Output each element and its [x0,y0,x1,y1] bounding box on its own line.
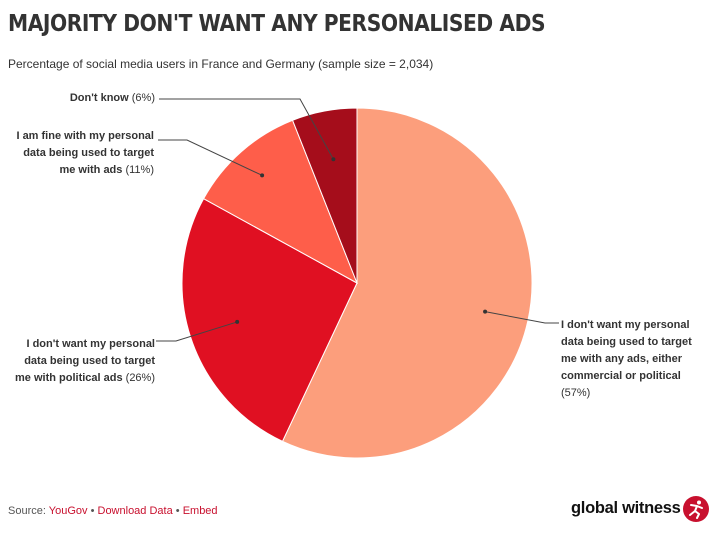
leader-line [156,321,238,342]
label-line: me with any ads, either [561,353,683,365]
label-percent: (57%) [561,387,591,399]
brand-name: global witness [571,499,681,517]
global-witness-logo-icon [683,496,709,522]
label-line: commercial or political [561,370,681,382]
label-line: I don't want my personal [561,319,690,331]
slice-label-fine: I am fine with my personal data being us… [16,128,154,179]
label-line: Don't know [69,92,129,104]
label-percent: (6%) [131,92,155,104]
footer: Source: YouGov • Download Data • Embed [8,505,218,517]
label-line: I don't want my personal [26,338,155,350]
embed-link[interactable]: Embed [182,505,218,517]
slice-label-dont-know: Don't know (6%) [70,90,155,107]
chart-title: MAJORITY DON'T WANT ANY PERSONALISED ADS [8,11,546,37]
source-prefix: Source: [8,505,49,517]
pie-slice-fine [202,119,358,285]
leader-anchor-dot [260,173,265,178]
leader-anchor-dot [331,157,336,162]
source-link[interactable]: YouGov [48,505,88,517]
separator: • [87,505,98,517]
leader-line [158,139,263,176]
label-percent: (11%) [125,164,154,176]
label-line: data being used to target [23,147,154,159]
slice-label-political: I don't want my personal data being used… [15,336,155,387]
leader-anchor-dot [235,319,240,324]
leader-line [159,98,334,160]
download-data-link[interactable]: Download Data [97,505,173,517]
leader-line [484,311,559,324]
leader-anchor-dot [483,309,488,314]
label-line: data being used to target [561,336,692,348]
label-percent: (26%) [125,372,155,384]
label-line: I am fine with my personal [16,130,154,142]
pie-slice-any-ads [281,107,533,459]
slice-label-any-ads: I don't want my personal data being used… [561,317,692,402]
pie-slice-dont-know [291,107,358,284]
label-line: me with political ads [15,372,123,384]
label-line: me with ads [59,164,123,176]
separator: • [172,505,183,517]
chart-subtitle: Percentage of social media users in Fran… [8,57,434,71]
label-line: data being used to target [24,355,155,367]
